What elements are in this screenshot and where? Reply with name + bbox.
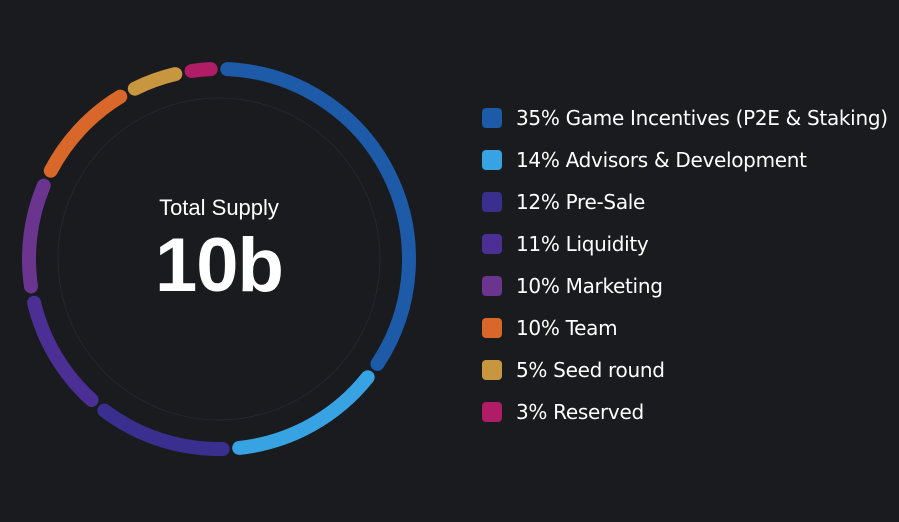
- chart-legend: 35% Game Incentives (P2E & Staking) 14% A…: [482, 97, 888, 433]
- legend-label: 14% Advisors & Development: [516, 148, 807, 172]
- inner-ring: [57, 97, 381, 421]
- donut-arcs: [22, 62, 416, 456]
- legend-label: 10% Team: [516, 316, 618, 340]
- legend-item: 35% Game Incentives (P2E & Staking): [482, 97, 888, 139]
- legend-swatch: [482, 318, 502, 338]
- legend-item: 3% Reserved: [482, 391, 888, 433]
- donut-slice-0: [220, 62, 416, 371]
- legend-label: 11% Liquidity: [516, 232, 649, 256]
- legend-swatch: [482, 234, 502, 254]
- legend-label: 12% Pre-Sale: [516, 190, 646, 214]
- legend-swatch: [482, 192, 502, 212]
- donut-slice-4: [22, 178, 51, 294]
- donut-slice-5: [43, 89, 128, 178]
- legend-label: 35% Game Incentives (P2E & Staking): [516, 106, 888, 130]
- legend-item: 11% Liquidity: [482, 223, 888, 265]
- legend-swatch: [482, 108, 502, 128]
- legend-swatch: [482, 150, 502, 170]
- center-title: Total Supply: [159, 195, 279, 220]
- legend-item: 10% Marketing: [482, 265, 888, 307]
- legend-item: 12% Pre-Sale: [482, 181, 888, 223]
- center-value: 10b: [155, 223, 284, 308]
- donut-slice-1: [232, 370, 375, 455]
- legend-item: 5% Seed round: [482, 349, 888, 391]
- legend-label: 10% Marketing: [516, 274, 663, 298]
- donut-slice-6: [127, 67, 183, 96]
- donut-chart: [22, 62, 416, 456]
- donut-slice-2: [97, 403, 230, 456]
- legend-swatch: [482, 276, 502, 296]
- donut-slice-3: [27, 295, 99, 407]
- legend-item: 14% Advisors & Development: [482, 139, 888, 181]
- donut-slice-7: [184, 62, 218, 78]
- legend-swatch: [482, 360, 502, 380]
- legend-label: 3% Reserved: [516, 400, 644, 424]
- legend-label: 5% Seed round: [516, 358, 665, 382]
- legend-swatch: [482, 402, 502, 422]
- legend-item: 10% Team: [482, 307, 888, 349]
